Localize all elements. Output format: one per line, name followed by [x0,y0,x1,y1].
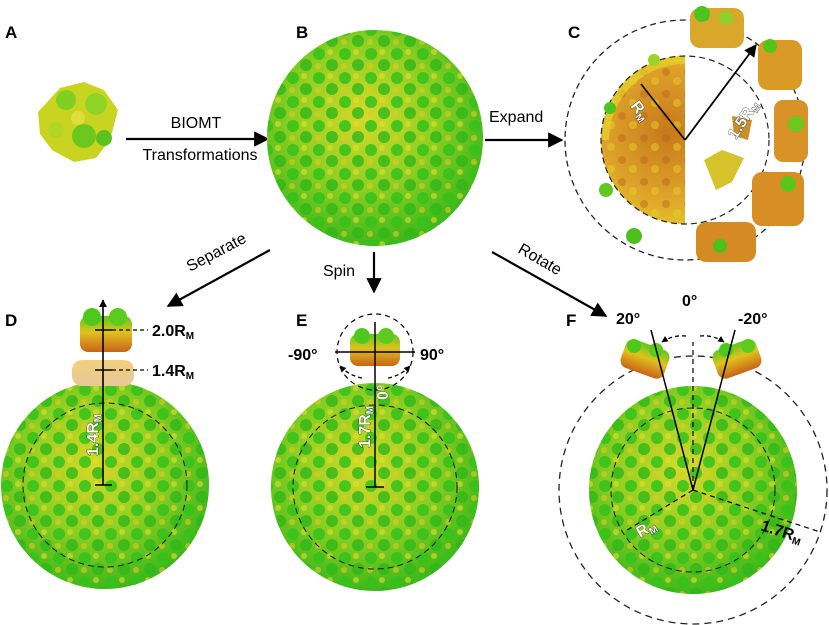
expand-label: Expand [489,109,543,126]
e-1-7rm-label: 1.7RM [357,406,376,448]
f-rotated-unit-right [712,339,762,379]
f-line-left [650,329,694,491]
f-line-right [692,329,736,491]
e-angle-bottom: 0° [375,385,392,400]
rm-radius-line [640,83,686,141]
expanded-fragments [599,6,808,262]
assembled-capsid [267,30,483,246]
capsid-trimer-unit [38,82,118,162]
inner-radius-circle [600,55,770,225]
panel-f: F 20° 0° -20° RM 1.7RM [558,293,828,625]
capsid-cutaway-half [601,56,685,224]
panel-e: E -90° 90° 0° 1.7RM [271,311,479,591]
spin-label: Spin [323,263,355,280]
f-rotate-arrow-right [699,335,725,343]
f-angle-right: -20° [738,311,768,328]
panel-label-b: B [296,23,308,42]
panel-label-d: D [5,311,17,330]
f-outer-circle [558,355,828,625]
d-separated-unit [80,308,132,352]
biomt-label-line2: Transformations [143,147,258,164]
rotate-arrow [491,251,608,317]
rotate-label: Rotate [515,241,564,279]
f-rotate-arrow-left [661,335,687,343]
panel-label-f: F [566,311,576,330]
d-2-0rm-label: 2.0RM [152,323,194,342]
e-angle-left: -90° [288,347,318,364]
panel-label-a: A [5,23,17,42]
spin-step: Spin [323,252,382,294]
panel-label-e: E [296,311,307,330]
e-spin-arrow-left [339,365,363,379]
panel-b: B [267,23,483,246]
d-1-4rm-label: 1.4RM [152,363,194,382]
panel-c: C RM 1.5RM [564,6,808,262]
f-rotated-unit-left [620,339,670,379]
f-rm-radius [623,489,694,533]
panel-a: A [5,23,118,162]
d-1-4rm-vertical-label: 1.4RM [85,414,104,456]
e-spin-arrow-right [387,365,411,379]
f-outer-radius [692,489,821,533]
separate-label: Separate [184,230,249,276]
biomt-transform-step: BIOMT Transformations [126,115,270,164]
expanded-radius-arrow [684,43,757,141]
expand-step: Expand [485,109,564,148]
separate-step: Separate [166,230,271,307]
panel-label-c: C [568,23,580,42]
f-angle-left: 20° [616,311,640,328]
rotate-step: Rotate [491,241,608,317]
f-angle-center: 0° [682,293,697,310]
panel-d: D 2.0RM 1.4RM 1.4RM [1,299,209,589]
separate-arrow [166,249,271,307]
biomt-label-line1: BIOMT [171,115,222,132]
e-angle-right: 90° [420,347,444,364]
